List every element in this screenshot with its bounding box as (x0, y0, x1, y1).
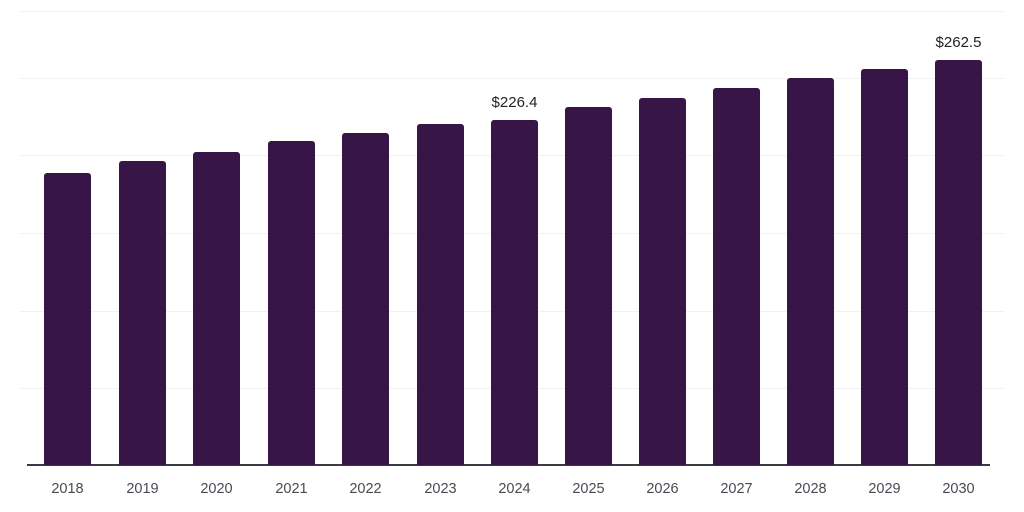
x-axis-tick-label: 2029 (868, 481, 901, 497)
bar[interactable] (935, 60, 982, 465)
bar[interactable] (565, 107, 612, 465)
x-axis-tick-label: 2021 (275, 481, 308, 497)
x-axis-tick-label: 2023 (424, 481, 457, 497)
bar[interactable] (417, 124, 464, 465)
bar[interactable] (787, 78, 834, 465)
x-axis-line (27, 464, 990, 466)
x-axis-tick-label: 2027 (720, 481, 753, 497)
x-axis-tick-label: 2020 (200, 481, 233, 497)
bar[interactable] (119, 161, 166, 465)
bar-value-label: $226.4 (491, 94, 538, 111)
x-axis-tick-label: 2028 (794, 481, 827, 497)
bar[interactable] (491, 120, 538, 465)
bar[interactable] (713, 88, 760, 465)
bar[interactable] (639, 98, 686, 465)
bar[interactable] (193, 152, 240, 465)
x-axis-tick-label: 2026 (646, 481, 679, 497)
bar-value-label: $262.5 (935, 34, 982, 51)
x-axis-tick-label: 2024 (498, 481, 531, 497)
x-axis-tick-label: 2019 (126, 481, 159, 497)
bar[interactable] (44, 173, 91, 465)
x-axis-tick-label: 2030 (942, 481, 975, 497)
x-axis-tick-label: 2022 (349, 481, 382, 497)
bar[interactable] (342, 133, 389, 465)
bar[interactable] (861, 69, 908, 465)
bar[interactable] (268, 141, 315, 465)
x-axis-tick-label: 2018 (51, 481, 84, 497)
x-axis-tick-label: 2025 (572, 481, 605, 497)
